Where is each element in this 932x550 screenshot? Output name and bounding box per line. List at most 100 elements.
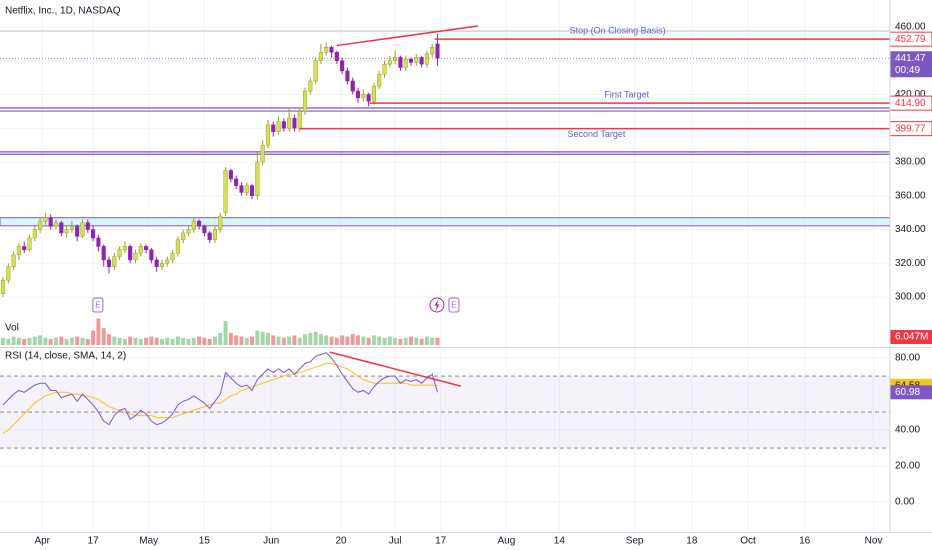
x-tick-label: 15 <box>199 536 211 547</box>
candle-body <box>0 279 6 294</box>
volume-bar <box>80 337 85 345</box>
candle-body <box>297 111 302 129</box>
candle-body <box>48 217 53 227</box>
volume-bar <box>377 336 382 345</box>
candle-body <box>133 252 138 261</box>
grid <box>0 0 890 532</box>
volume-bar <box>356 335 361 345</box>
volume-bar <box>260 331 265 345</box>
countdown-label: 00:49 <box>895 65 920 76</box>
volume-bar <box>419 339 424 345</box>
volume-bar <box>382 337 387 345</box>
volume-bar <box>117 337 122 345</box>
candle-body <box>377 74 382 87</box>
volume-bar <box>101 328 106 345</box>
volume-bar <box>244 337 249 345</box>
y-tick-label: 360.00 <box>895 190 926 201</box>
candle-body <box>6 266 11 281</box>
volume-bar <box>202 337 207 345</box>
candle-body <box>22 246 27 251</box>
volume-bar <box>181 337 186 345</box>
volume-bar <box>430 337 435 345</box>
x-tick-label: May <box>139 536 158 547</box>
candle-body <box>313 60 318 82</box>
candle-body <box>85 222 90 230</box>
candle-body <box>165 259 170 264</box>
x-tick-label: Jun <box>263 536 279 547</box>
level-name: Stop (On Closing Basis) <box>570 26 666 36</box>
x-tick-label: Oct <box>740 536 756 547</box>
volume-bar <box>69 337 74 345</box>
volume-bar <box>303 334 308 345</box>
candle-body <box>276 121 281 132</box>
candle-body <box>318 52 323 62</box>
volume-bar <box>334 337 339 345</box>
volume-bar <box>345 336 350 345</box>
volume-bar <box>6 339 11 345</box>
volume-bar <box>48 339 53 345</box>
volume-bar <box>361 336 366 345</box>
candle-body <box>329 47 334 53</box>
candle-body <box>234 178 239 186</box>
candle-body <box>212 229 218 240</box>
volume-bar <box>318 334 323 345</box>
volume-bar <box>287 336 292 345</box>
volume-bar <box>340 335 345 345</box>
candle-body <box>393 57 398 62</box>
y-tick-label: 320.00 <box>895 258 926 269</box>
candle-body <box>408 58 414 63</box>
candle-body <box>387 60 392 65</box>
candle-body <box>64 229 69 234</box>
y-tick-label: 340.00 <box>895 224 926 235</box>
candle-body <box>403 58 408 68</box>
volume-bar <box>234 335 239 345</box>
candle-body <box>75 225 80 237</box>
event-icon <box>448 297 460 313</box>
volume-bar <box>265 333 270 345</box>
candle-body <box>11 254 16 267</box>
volume-bar <box>54 337 59 345</box>
y-tick-label: 420.00 <box>895 89 926 100</box>
candle-body <box>80 222 85 237</box>
last-price-label: 441.47 <box>895 53 926 64</box>
candle-body <box>149 249 154 261</box>
volume-bar <box>393 337 398 345</box>
candle-body <box>181 232 186 240</box>
x-tick-label: 14 <box>554 536 566 547</box>
candle-body <box>308 80 313 92</box>
candle-body <box>186 229 191 234</box>
candle-body <box>366 94 371 102</box>
candle-body <box>281 121 286 129</box>
volume-bar <box>398 339 403 345</box>
volume-bar <box>255 330 260 345</box>
candle-body <box>255 161 260 197</box>
volume-bar <box>149 336 154 345</box>
candle-body <box>138 246 143 254</box>
candle-body <box>340 60 345 72</box>
volume-bar <box>112 336 117 345</box>
candle-body <box>191 220 196 230</box>
level-name: Second Target <box>568 129 626 139</box>
candle-body <box>265 124 270 146</box>
candle-body <box>398 57 403 68</box>
y-tick-label: 460.00 <box>895 22 926 33</box>
volume-bar <box>64 339 69 345</box>
volume-bar <box>324 335 329 345</box>
candle-body <box>414 57 419 63</box>
rsi-tick-label: 40.00 <box>895 425 920 436</box>
candle-body <box>223 170 228 213</box>
volume-bar <box>414 337 419 345</box>
volume-bar <box>276 336 281 345</box>
candle-body <box>32 229 37 239</box>
candle-body <box>260 144 265 163</box>
volume-bar <box>38 335 43 345</box>
candle-body <box>159 263 165 267</box>
volume-bar <box>138 339 143 345</box>
x-tick-label: 17 <box>435 536 447 547</box>
volume-bar <box>197 336 202 345</box>
volume-bar <box>175 336 180 345</box>
volume-bar <box>409 336 414 345</box>
trendline <box>336 25 478 47</box>
volume-bar <box>297 337 302 345</box>
volume-bar <box>43 337 48 345</box>
